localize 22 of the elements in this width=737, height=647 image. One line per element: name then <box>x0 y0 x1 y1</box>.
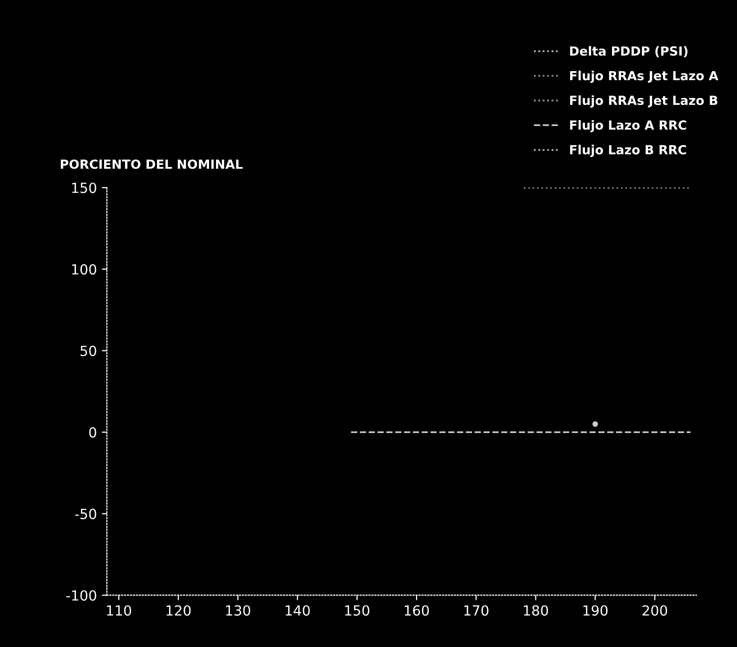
x-tick-label: 110 <box>107 605 132 616</box>
x-tick-label: 170 <box>464 605 488 616</box>
x-tick-label: 120 <box>166 605 191 616</box>
x-tick-label: 160 <box>404 605 429 616</box>
legend-label: Flujo RRAs Jet Lazo B <box>570 95 718 108</box>
x-tick-label: 200 <box>642 605 668 616</box>
y-tick-label: 0 <box>89 427 96 438</box>
y-tick-label: -50 <box>75 508 96 520</box>
y-axis-title: PORCIENTO DEL NOMINAL <box>60 159 243 169</box>
legend-label: Delta PDDP (PSI) <box>570 46 688 58</box>
x-tick-label: 180 <box>524 605 548 616</box>
legend-label: Flujo Lazo A RRC <box>570 120 686 132</box>
legend-label: Flujo Lazo B RRC <box>570 144 686 157</box>
x-tick-label: 150 <box>345 605 370 616</box>
x-tick-label: 140 <box>286 605 310 616</box>
y-tick-label: 100 <box>72 264 96 275</box>
x-tick-label: 130 <box>226 605 250 616</box>
y-tick-label: 50 <box>80 346 96 356</box>
y-tick-label: 150 <box>72 182 96 194</box>
x-tick-label: 190 <box>583 605 608 616</box>
legend-label: Flujo RRAs Jet Lazo A <box>570 70 718 83</box>
y-tick-label: -100 <box>66 590 96 601</box>
